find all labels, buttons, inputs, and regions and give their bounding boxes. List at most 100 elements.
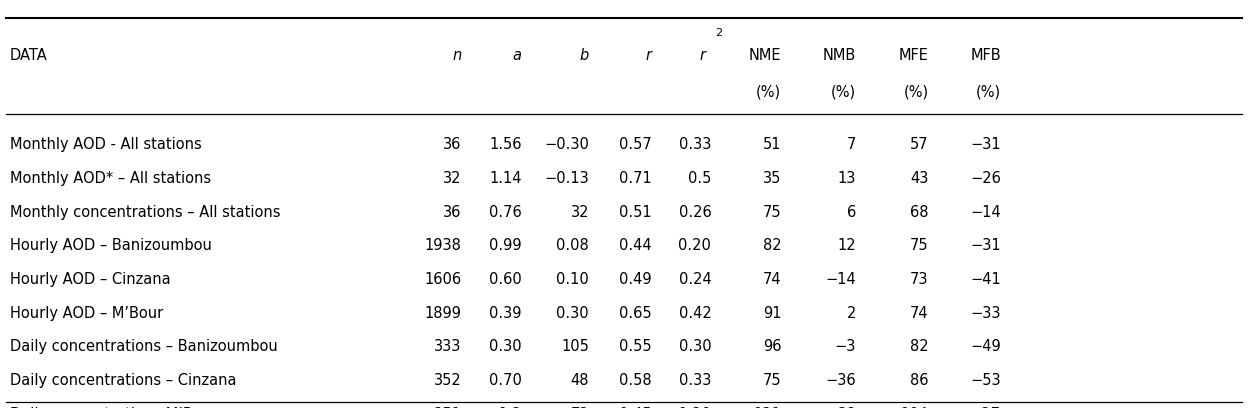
Text: 0.76: 0.76 xyxy=(489,205,522,220)
Text: 74: 74 xyxy=(910,306,929,321)
Text: 48: 48 xyxy=(570,373,589,388)
Text: −36: −36 xyxy=(825,373,856,388)
Text: 2: 2 xyxy=(846,306,856,321)
Text: Daily concentrations – Banizoumbou: Daily concentrations – Banizoumbou xyxy=(10,339,278,354)
Text: 0.24: 0.24 xyxy=(679,272,711,287)
Text: −3: −3 xyxy=(835,339,856,354)
Text: −33: −33 xyxy=(971,306,1001,321)
Text: Hourly AOD – M’Bour: Hourly AOD – M’Bour xyxy=(10,306,163,321)
Text: 0.30: 0.30 xyxy=(679,339,711,354)
Text: −27: −27 xyxy=(970,407,1001,408)
Text: (%): (%) xyxy=(904,84,929,99)
Text: −0.13: −0.13 xyxy=(544,171,589,186)
Text: 0.2: 0.2 xyxy=(498,407,522,408)
Text: 0.26: 0.26 xyxy=(679,205,711,220)
Text: b: b xyxy=(580,48,589,62)
Text: 82: 82 xyxy=(910,339,929,354)
Text: 96: 96 xyxy=(763,339,781,354)
Text: 75: 75 xyxy=(763,373,781,388)
Text: Daily concentrations – Cinzana: Daily concentrations – Cinzana xyxy=(10,373,236,388)
Text: 0.33: 0.33 xyxy=(679,137,711,152)
Text: 0.5: 0.5 xyxy=(688,171,711,186)
Text: NMB: NMB xyxy=(822,48,856,62)
Text: 0.20: 0.20 xyxy=(679,238,711,253)
Text: −26: −26 xyxy=(970,171,1001,186)
Text: (%): (%) xyxy=(831,84,856,99)
Text: 1.56: 1.56 xyxy=(489,137,522,152)
Text: a: a xyxy=(513,48,522,62)
Text: r: r xyxy=(645,48,651,62)
Text: 0.30: 0.30 xyxy=(557,306,589,321)
Text: 0.33: 0.33 xyxy=(679,373,711,388)
Text: 0.71: 0.71 xyxy=(619,171,651,186)
Text: 0.20: 0.20 xyxy=(679,407,711,408)
Text: 91: 91 xyxy=(763,306,781,321)
Text: 36: 36 xyxy=(443,137,462,152)
Text: 0.30: 0.30 xyxy=(489,339,522,354)
Text: 12: 12 xyxy=(837,238,856,253)
Text: MFB: MFB xyxy=(970,48,1001,62)
Text: −14: −14 xyxy=(970,205,1001,220)
Text: −31: −31 xyxy=(970,137,1001,152)
Text: 0.42: 0.42 xyxy=(679,306,711,321)
Text: 57: 57 xyxy=(910,137,929,152)
Text: 0.70: 0.70 xyxy=(489,373,522,388)
Text: 0.55: 0.55 xyxy=(619,339,651,354)
Text: (%): (%) xyxy=(976,84,1001,99)
Text: 32: 32 xyxy=(570,205,589,220)
Text: 32: 32 xyxy=(443,171,462,186)
Text: 68: 68 xyxy=(910,205,929,220)
Text: NME: NME xyxy=(749,48,781,62)
Text: 0.08: 0.08 xyxy=(557,238,589,253)
Text: Monthly AOD* – All stations: Monthly AOD* – All stations xyxy=(10,171,211,186)
Text: 75: 75 xyxy=(910,238,929,253)
Text: MFE: MFE xyxy=(899,48,929,62)
Text: 333: 333 xyxy=(434,339,462,354)
Text: 105: 105 xyxy=(562,339,589,354)
Text: 7: 7 xyxy=(846,137,856,152)
Text: −41: −41 xyxy=(970,272,1001,287)
Text: 352: 352 xyxy=(434,373,462,388)
Text: 86: 86 xyxy=(910,373,929,388)
Text: 28: 28 xyxy=(837,407,856,408)
Text: 0.44: 0.44 xyxy=(619,238,651,253)
Text: 0.99: 0.99 xyxy=(489,238,522,253)
Text: 0.10: 0.10 xyxy=(557,272,589,287)
Text: 75: 75 xyxy=(763,205,781,220)
Text: −14: −14 xyxy=(825,272,856,287)
Text: 36: 36 xyxy=(443,205,462,220)
Text: Hourly AOD – Cinzana: Hourly AOD – Cinzana xyxy=(10,272,171,287)
Text: 0.65: 0.65 xyxy=(619,306,651,321)
Text: 6: 6 xyxy=(847,205,856,220)
Text: 1899: 1899 xyxy=(424,306,462,321)
Text: 0.60: 0.60 xyxy=(489,272,522,287)
Text: 1.14: 1.14 xyxy=(489,171,522,186)
Text: −31: −31 xyxy=(970,238,1001,253)
Text: Hourly AOD – Banizoumbou: Hourly AOD – Banizoumbou xyxy=(10,238,212,253)
Text: 0.45: 0.45 xyxy=(619,407,651,408)
Text: 74: 74 xyxy=(763,272,781,287)
Text: −49: −49 xyxy=(970,339,1001,354)
Text: 251: 251 xyxy=(434,407,462,408)
Text: 72: 72 xyxy=(570,407,589,408)
Text: DATA: DATA xyxy=(10,48,47,62)
Text: 0.39: 0.39 xyxy=(489,306,522,321)
Text: −0.30: −0.30 xyxy=(544,137,589,152)
Text: 1606: 1606 xyxy=(424,272,462,287)
Text: 43: 43 xyxy=(910,171,929,186)
Text: 0.51: 0.51 xyxy=(619,205,651,220)
Text: r: r xyxy=(699,48,705,62)
Text: 1938: 1938 xyxy=(424,238,462,253)
Text: 2: 2 xyxy=(715,28,723,38)
Text: 73: 73 xyxy=(910,272,929,287)
Text: 121: 121 xyxy=(754,407,781,408)
Text: 0.49: 0.49 xyxy=(619,272,651,287)
Text: Monthly concentrations – All stations: Monthly concentrations – All stations xyxy=(10,205,281,220)
Text: 51: 51 xyxy=(763,137,781,152)
Text: 13: 13 xyxy=(837,171,856,186)
Text: 0.57: 0.57 xyxy=(619,137,651,152)
Text: Monthly AOD - All stations: Monthly AOD - All stations xyxy=(10,137,202,152)
Text: (%): (%) xyxy=(756,84,781,99)
Text: 104: 104 xyxy=(901,407,929,408)
Text: 0.58: 0.58 xyxy=(619,373,651,388)
